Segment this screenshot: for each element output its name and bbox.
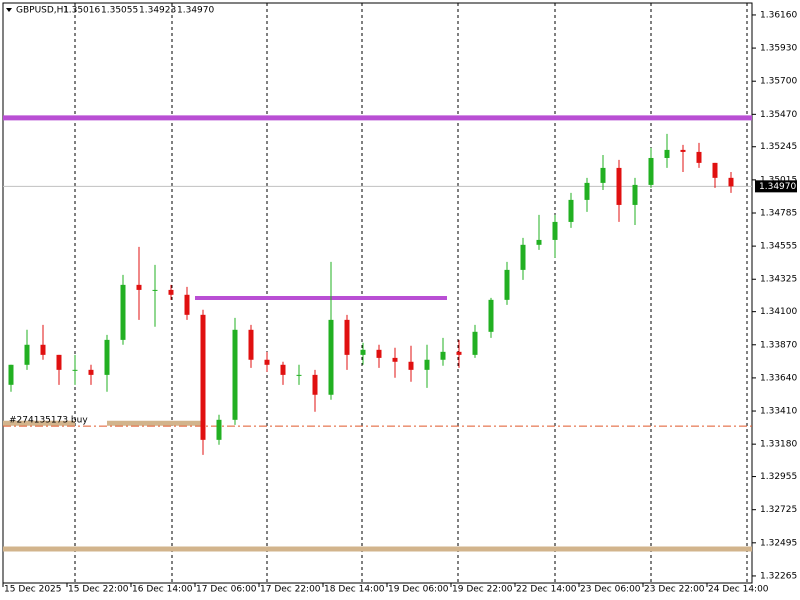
y-tick-label: 1.34555 <box>760 242 797 252</box>
candle-body <box>472 331 478 355</box>
candle-body <box>504 269 510 300</box>
candle-body <box>456 351 462 355</box>
header: GBPUSD,H1 1.35016 1.35055 1.34923 1.3497… <box>6 6 214 16</box>
plot-border <box>2 2 753 584</box>
candle-body <box>312 374 318 395</box>
candle-body <box>696 151 702 163</box>
x-tick-label: 17 Dec 22:00 <box>260 585 321 595</box>
candle-body <box>328 319 334 395</box>
y-tick-label: 1.35930 <box>760 44 797 54</box>
x-tick-label: 16 Dec 14:00 <box>132 585 193 595</box>
y-tick-label: 1.33640 <box>760 373 797 383</box>
candle-body <box>536 239 542 245</box>
current-price-label: 1.34970 <box>759 182 796 192</box>
candle-body <box>520 244 526 270</box>
y-tick-label: 1.33870 <box>760 340 797 350</box>
y-tick-label: 1.34100 <box>760 307 797 317</box>
x-tick-label: 23 Dec 22:00 <box>644 585 705 595</box>
candle-body <box>488 299 494 332</box>
y-tick-label: 1.33410 <box>760 407 797 417</box>
candle-body <box>552 221 558 240</box>
candle-body <box>568 199 574 222</box>
candle-body <box>440 351 446 360</box>
candle-body <box>360 349 366 355</box>
candle-body <box>424 359 430 370</box>
candle-body <box>264 359 270 365</box>
candle-body <box>152 289 158 291</box>
candle-body <box>344 319 350 355</box>
candle-body <box>408 361 414 370</box>
candle-body <box>296 374 302 376</box>
candle-body <box>136 284 142 290</box>
candle-body <box>72 369 78 371</box>
candle-body <box>376 349 382 358</box>
symbol: GBPUSD,H1 <box>16 6 69 16</box>
candle-body <box>168 289 174 295</box>
x-tick-label: 24 Dec 14:00 <box>708 585 769 595</box>
y-tick-label: 1.32265 <box>760 571 797 581</box>
bar-low: 1.34923 <box>139 6 176 16</box>
order-label: #274135173 buy <box>9 416 88 426</box>
candle-body <box>8 364 14 385</box>
candle-body <box>648 157 654 185</box>
candle-body <box>600 167 606 183</box>
candle-body <box>712 162 718 178</box>
candle-body <box>248 329 254 360</box>
candle-body <box>88 369 94 375</box>
y-tick-label: 1.32955 <box>760 472 797 482</box>
candle-body <box>664 149 670 158</box>
y-tick-label: 1.36160 <box>760 10 797 20</box>
candle-body <box>584 182 590 200</box>
candle-body <box>632 184 638 205</box>
current-price-badge <box>755 180 797 193</box>
y-tick-label: 1.35470 <box>760 110 797 120</box>
y-tick-label: 1.33180 <box>760 440 797 450</box>
x-tick-label: 22 Dec 14:00 <box>516 585 577 595</box>
bar-high: 1.35055 <box>101 6 138 16</box>
candle-body <box>616 167 622 205</box>
candle-body <box>216 419 222 440</box>
candle-body <box>184 294 190 315</box>
y-tick-label: 1.35700 <box>760 77 797 87</box>
candle-body <box>56 354 62 370</box>
candle-body <box>680 149 686 152</box>
bar-open: 1.35016 <box>63 6 100 16</box>
x-tick-label: 19 Dec 22:00 <box>452 585 513 595</box>
candle-body <box>728 177 734 187</box>
x-tick-label: 23 Dec 06:00 <box>580 585 641 595</box>
bar-close: 1.34970 <box>177 6 214 16</box>
candle-body <box>392 357 398 362</box>
x-tick-label: 15 Dec 2025 <box>4 585 62 595</box>
y-tick-label: 1.34785 <box>760 208 797 218</box>
x-tick-label: 15 Dec 22:00 <box>68 585 129 595</box>
candle-body <box>24 344 30 365</box>
candle-body <box>104 339 110 375</box>
y-tick-label: 1.34325 <box>760 275 797 285</box>
x-tick-label: 18 Dec 14:00 <box>324 585 385 595</box>
candle-body <box>120 284 126 340</box>
y-tick-label: 1.32725 <box>760 505 797 515</box>
x-tick-label: 19 Dec 06:00 <box>388 585 449 595</box>
candle-body <box>232 329 238 420</box>
y-tick-label: 1.35245 <box>760 142 797 152</box>
y-tick-label: 1.32495 <box>760 538 797 548</box>
candle-body <box>40 344 46 355</box>
dropdown-icon[interactable] <box>6 8 12 12</box>
x-tick-label: 17 Dec 06:00 <box>196 585 257 595</box>
candle-body <box>200 314 206 440</box>
candle-body <box>280 364 286 375</box>
